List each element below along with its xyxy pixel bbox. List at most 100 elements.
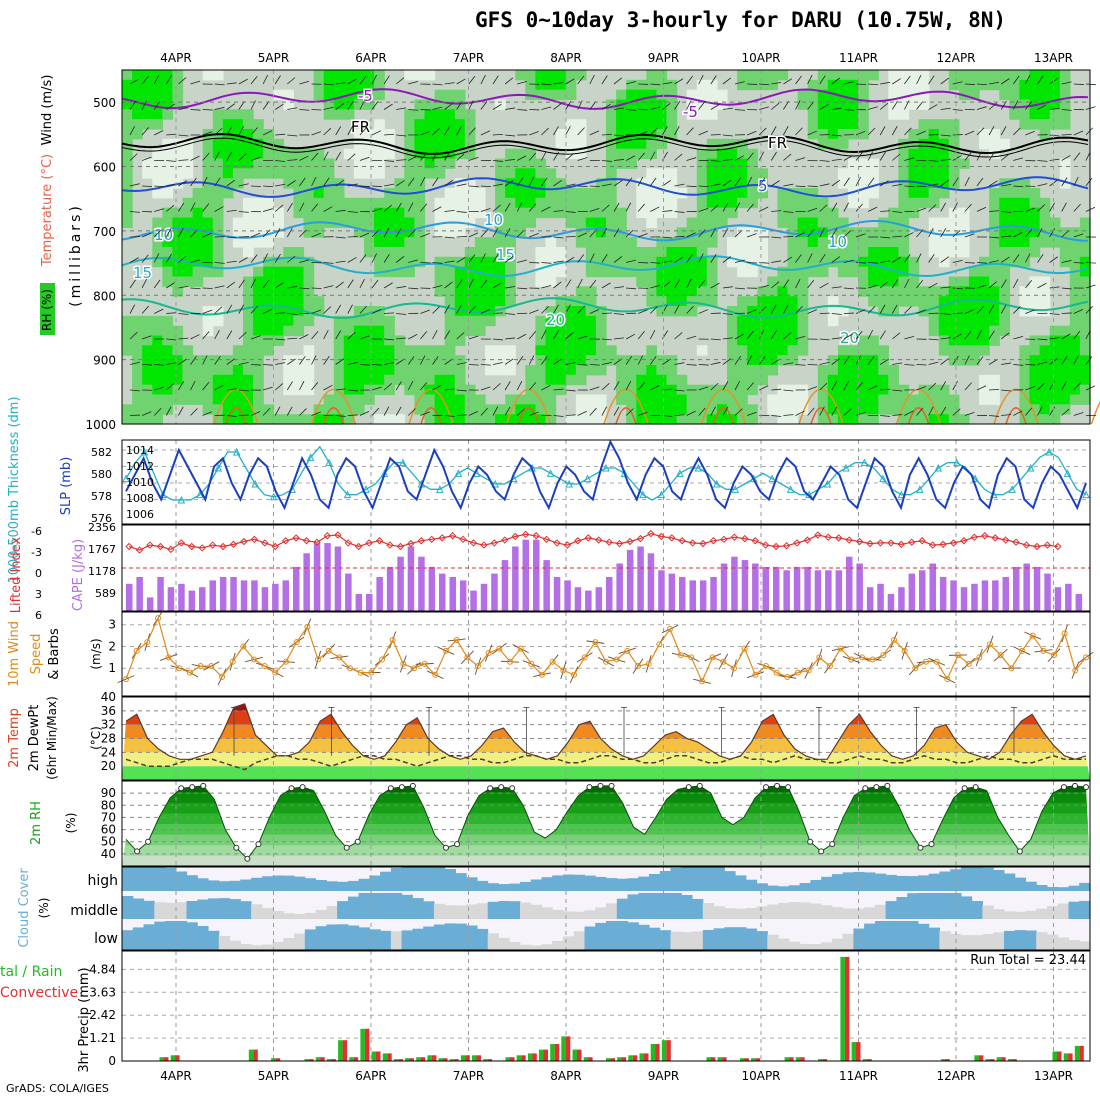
cape-bar: [1033, 566, 1041, 611]
rh-cell: [666, 247, 678, 258]
rh2m-marker: [255, 841, 262, 848]
rh-cell: [485, 296, 496, 307]
rh-cell: [515, 227, 526, 238]
wind-barb: [408, 408, 416, 416]
rh-cell: [807, 207, 819, 219]
rh-cell: [222, 365, 234, 376]
rh-cell: [1059, 404, 1071, 415]
rh-cell: [232, 414, 244, 425]
rh-cell: [384, 217, 395, 228]
wind-barb: [1073, 382, 1081, 391]
rh-cell: [858, 237, 869, 248]
rh-cell: [777, 266, 789, 278]
rh-cell: [353, 345, 365, 356]
wind-barb: [940, 286, 951, 289]
rh-band: [122, 812, 1090, 824]
wind-barb: [722, 77, 732, 85]
rh-cell: [616, 119, 627, 130]
rh-cell: [303, 227, 315, 238]
rh2m-marker: [509, 785, 516, 792]
rh-cell: [757, 296, 768, 307]
wind-barb: [577, 157, 588, 161]
rh-cell: [696, 178, 708, 189]
rh-cell: [898, 276, 910, 287]
rh2m-frame: [121, 780, 1091, 867]
wind-barb: [153, 279, 161, 289]
precip-total-bar: [304, 1059, 310, 1061]
thickness-marker: [214, 463, 223, 472]
wind-barb: [553, 281, 562, 289]
wind-barb: [989, 81, 1000, 85]
wind-barb: [916, 386, 927, 391]
precip-total-bar: [527, 1053, 533, 1061]
wind-barb: [396, 313, 407, 315]
rh-cell: [848, 404, 859, 415]
rh-cell: [575, 227, 587, 238]
wind-barb: [613, 286, 624, 289]
rh-cell: [858, 109, 869, 120]
lifted-index-marker: [219, 542, 227, 551]
rh-cell: [132, 394, 143, 405]
wind-barb: [880, 388, 891, 391]
rh-cell: [525, 168, 536, 179]
rh-cell: [918, 286, 930, 297]
wind-barb: [226, 304, 233, 314]
rh-cell: [575, 70, 587, 81]
rh-cell: [575, 335, 587, 346]
rh-cell: [464, 296, 476, 307]
rh-cell: [505, 394, 516, 405]
rh-cell: [384, 197, 395, 209]
rh-cell: [253, 237, 264, 248]
rh-cell: [565, 335, 577, 346]
rh-cell: [434, 374, 446, 386]
rh-cell: [948, 247, 960, 258]
rh-cell: [928, 129, 940, 140]
wind-barb: [287, 313, 298, 315]
rh-cell: [979, 79, 990, 91]
rh-cell: [807, 256, 819, 268]
cloud-cell: [272, 875, 284, 891]
rh-cell: [212, 256, 224, 268]
rh-cell: [575, 207, 587, 219]
rh-cell: [253, 276, 264, 287]
rh-cell: [152, 345, 163, 356]
precip-total-bar: [818, 1059, 823, 1061]
rh-cell: [333, 365, 345, 376]
wind-barb: [1049, 158, 1060, 161]
rh-cell: [575, 148, 587, 160]
cape-bar: [929, 563, 936, 611]
lifted-index-marker: [480, 541, 488, 549]
rh-cell: [172, 384, 184, 396]
cape-bar: [626, 549, 634, 611]
rh-cell: [444, 89, 456, 101]
rh-cell: [1049, 217, 1061, 228]
wind-speed-marker: [592, 639, 599, 646]
rh-cell: [525, 217, 536, 228]
wind-barb: [637, 176, 644, 187]
rh-cell: [172, 365, 184, 376]
wind-barb: [904, 254, 911, 263]
rh2m-marker: [696, 782, 703, 789]
rh-cell: [646, 70, 657, 81]
rh-cell: [1009, 188, 1020, 199]
rh-cell: [142, 355, 153, 366]
rh-cell: [948, 148, 960, 160]
rh-cell: [353, 158, 365, 169]
lifted-index-marker: [897, 540, 906, 549]
wind-barb: [395, 406, 402, 416]
rh-cell: [162, 168, 173, 179]
rh-cell: [1019, 345, 1031, 356]
rh-cell: [222, 109, 234, 120]
cape-bar: [543, 560, 550, 611]
precip-convective-bar: [1012, 1059, 1017, 1061]
rh-cell: [767, 296, 778, 307]
rh-cell: [827, 89, 839, 101]
wind-barb: [420, 176, 426, 187]
rh-cell: [696, 237, 708, 248]
rh-cell: [797, 315, 809, 327]
wind-barb: [940, 202, 947, 212]
rh-cell: [787, 227, 799, 238]
rh-cell: [837, 109, 849, 120]
rh-cell: [787, 217, 799, 228]
rh-cell: [595, 365, 607, 376]
